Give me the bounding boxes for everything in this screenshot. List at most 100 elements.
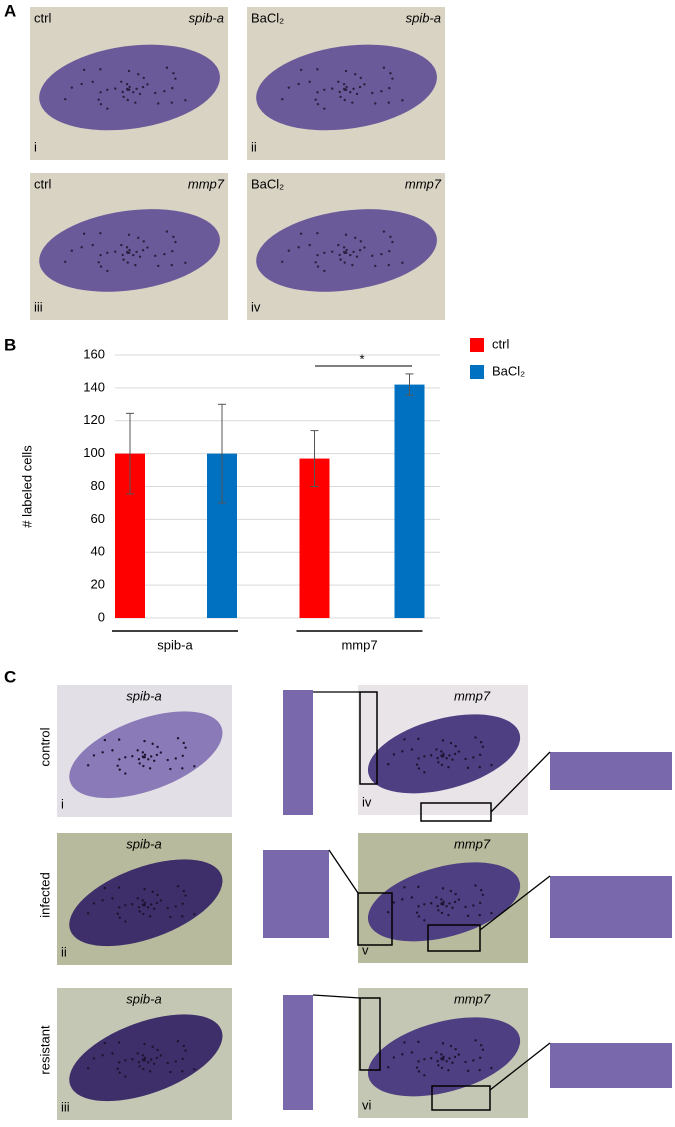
stain-dot bbox=[125, 246, 129, 249]
stain-dot bbox=[137, 905, 141, 909]
stain-dot bbox=[344, 233, 348, 236]
stain-dot bbox=[176, 885, 180, 888]
stain-dot bbox=[478, 901, 482, 905]
stain-dot bbox=[453, 900, 457, 904]
gene-label: mmp7 bbox=[454, 991, 491, 1006]
stain-dot bbox=[153, 907, 156, 910]
stain-dot bbox=[181, 915, 184, 918]
stain-dot bbox=[474, 1039, 477, 1042]
stain-dot bbox=[122, 258, 125, 261]
stain-dot bbox=[392, 753, 396, 756]
stain-dot bbox=[374, 102, 377, 105]
stain-dot bbox=[138, 762, 141, 765]
stain-dot bbox=[352, 250, 355, 254]
stain-dot bbox=[64, 97, 67, 101]
stain-dot bbox=[343, 261, 346, 264]
stain-dot bbox=[181, 767, 184, 770]
stain-dot bbox=[99, 231, 102, 235]
stain-dot bbox=[114, 250, 117, 253]
stain-dot bbox=[281, 260, 284, 263]
stain-dot bbox=[92, 754, 96, 757]
x-tick-label: mmp7 bbox=[341, 637, 377, 652]
stain-dot bbox=[125, 250, 129, 254]
stain-dot bbox=[331, 250, 334, 253]
stain-dot bbox=[184, 894, 187, 897]
stain-dot bbox=[490, 763, 493, 767]
zoom-box bbox=[357, 892, 393, 946]
stain-dot bbox=[126, 261, 129, 264]
stain-dot bbox=[423, 1058, 426, 1061]
stain-dot bbox=[151, 1045, 154, 1049]
stain-dot bbox=[132, 253, 135, 257]
stain-dot bbox=[97, 98, 100, 101]
stain-dot bbox=[442, 1055, 445, 1059]
stain-dot bbox=[392, 901, 396, 904]
gene-label: mmp7 bbox=[454, 688, 491, 703]
image-numeral: iv bbox=[251, 299, 261, 314]
stain-dot bbox=[380, 90, 383, 93]
stain-dot bbox=[157, 102, 160, 105]
stain-dot bbox=[436, 904, 439, 908]
stain-dot bbox=[103, 1041, 107, 1045]
stain-dot bbox=[382, 230, 386, 233]
stain-dot bbox=[154, 254, 157, 258]
image-numeral: vi bbox=[362, 1097, 372, 1112]
stain-dot bbox=[457, 898, 461, 901]
stain-dot bbox=[99, 265, 103, 268]
stain-dot bbox=[143, 887, 146, 891]
y-tick-label: 100 bbox=[83, 445, 105, 460]
stain-dot bbox=[131, 903, 134, 906]
stain-dot bbox=[184, 261, 187, 265]
stain-dot bbox=[124, 920, 127, 923]
stain-dot bbox=[429, 902, 433, 905]
stain-dot bbox=[355, 92, 359, 96]
stain-dot bbox=[417, 1070, 421, 1073]
stain-dot bbox=[457, 750, 461, 753]
stain-dot bbox=[337, 243, 340, 247]
stain-dot bbox=[359, 240, 362, 243]
stain-dot bbox=[136, 897, 139, 900]
stain-dot bbox=[440, 763, 444, 767]
stain-dot bbox=[117, 1041, 121, 1044]
stain-dot bbox=[382, 66, 386, 69]
stain-dot bbox=[181, 1057, 184, 1061]
stain-dot bbox=[146, 83, 149, 86]
stain-dot bbox=[126, 98, 129, 102]
stain-dot bbox=[142, 240, 145, 243]
stain-dot bbox=[429, 754, 433, 757]
stain-dot bbox=[374, 264, 377, 268]
stain-dot bbox=[143, 739, 146, 743]
stain-dot bbox=[342, 250, 346, 254]
image-numeral: i bbox=[61, 796, 64, 811]
stain-dot bbox=[149, 903, 153, 906]
stain-dot bbox=[176, 1040, 180, 1043]
stain-dot bbox=[146, 246, 149, 249]
stain-dot bbox=[349, 91, 352, 94]
stain-dot bbox=[389, 72, 392, 75]
stain-dot bbox=[445, 905, 448, 908]
gene-label: mmp7 bbox=[188, 176, 225, 191]
stain-dot bbox=[165, 66, 169, 69]
stain-dot bbox=[410, 748, 414, 751]
stain-dot bbox=[387, 263, 390, 267]
stain-dot bbox=[417, 885, 420, 889]
stain-dot bbox=[281, 97, 284, 101]
legend-label: ctrl bbox=[492, 336, 509, 351]
stain-dot bbox=[449, 1044, 453, 1048]
stain-dot bbox=[151, 742, 154, 746]
stain-dot bbox=[466, 766, 470, 770]
stain-dot bbox=[156, 1048, 159, 1052]
stain-dot bbox=[137, 1060, 141, 1064]
stain-dot bbox=[120, 243, 123, 247]
y-tick-label: 60 bbox=[91, 511, 105, 526]
stain-dot bbox=[358, 85, 362, 89]
panel-label: C bbox=[4, 667, 16, 686]
stain-dot bbox=[454, 892, 457, 896]
image-numeral: iii bbox=[34, 299, 43, 314]
stain-dot bbox=[297, 82, 300, 86]
stain-dot bbox=[101, 899, 104, 902]
stain-dot bbox=[127, 233, 131, 236]
stain-dot bbox=[134, 101, 137, 104]
stain-dot bbox=[451, 1061, 454, 1064]
stain-dot bbox=[354, 73, 357, 76]
